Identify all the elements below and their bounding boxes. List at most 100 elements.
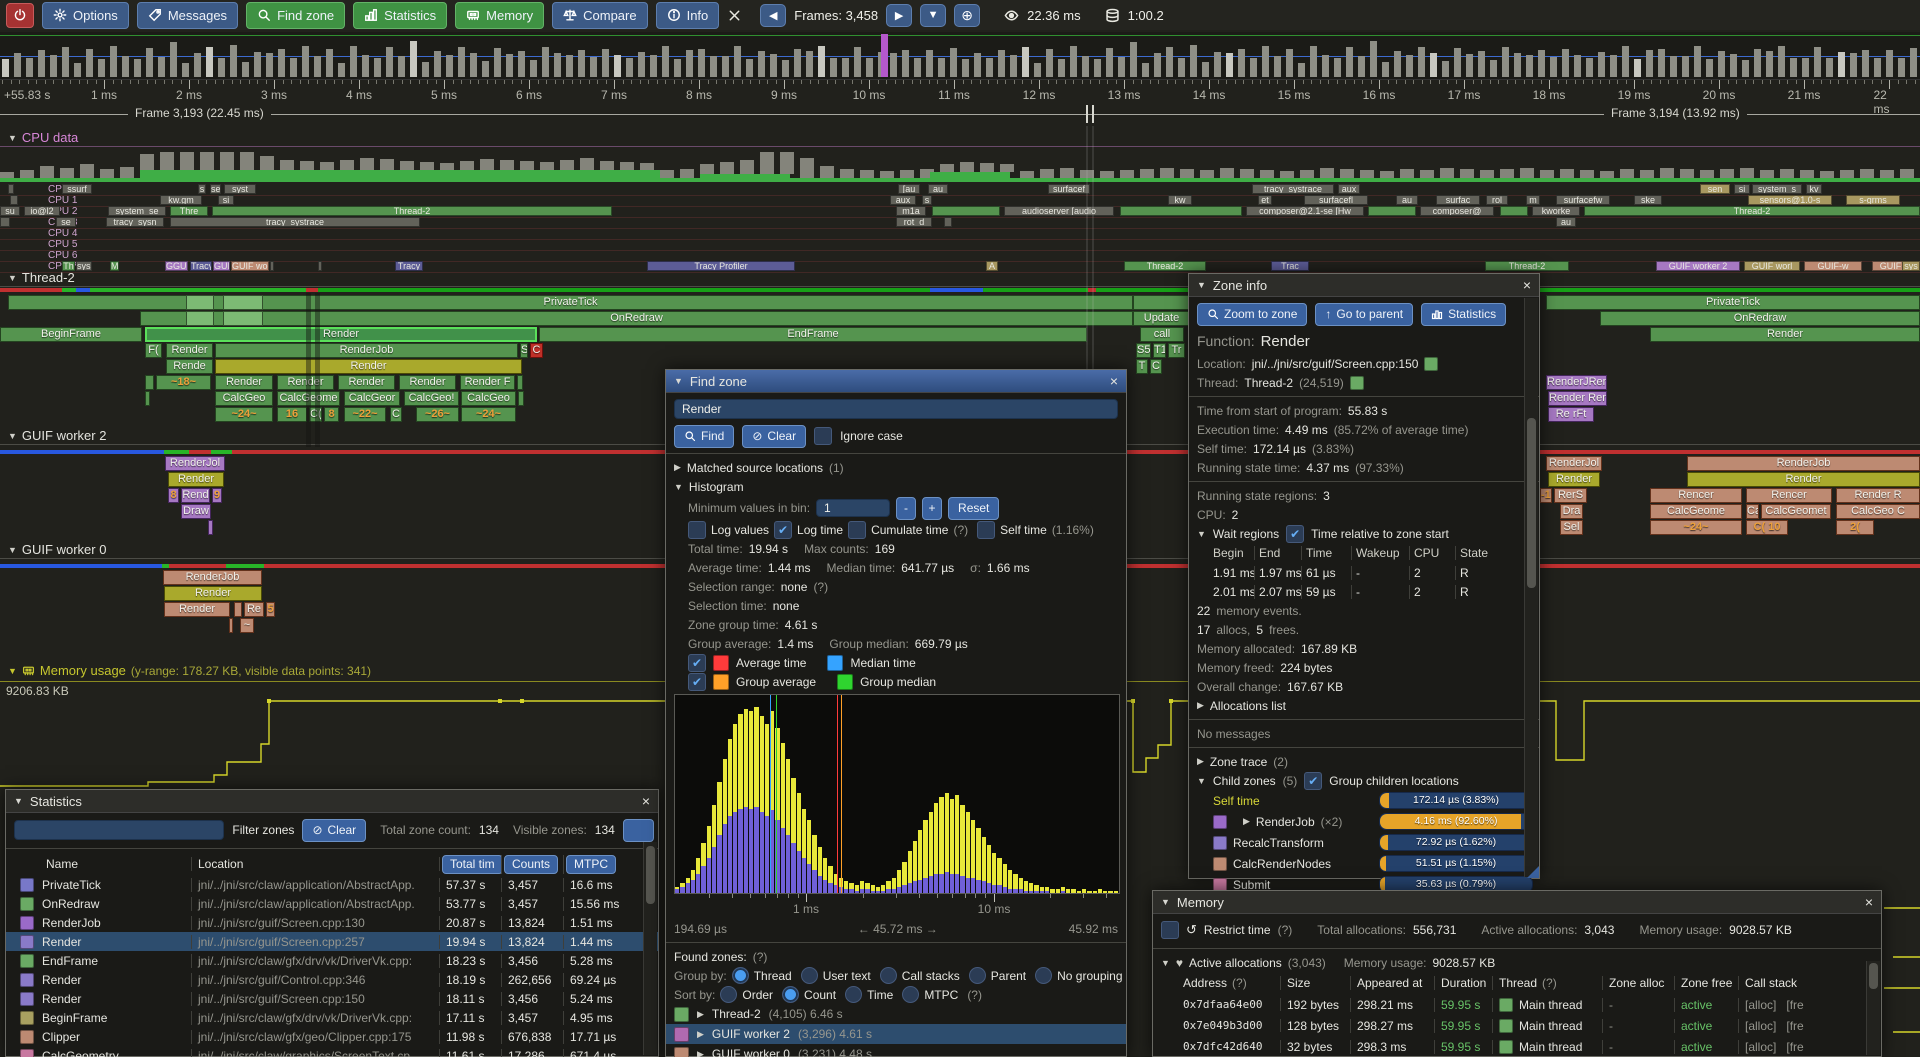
table-row[interactable]: RenderJob jni/../jni/src/guif/Screen.cpp:… (6, 913, 658, 932)
timeline-zone[interactable]: PrivateTick (8, 295, 1133, 310)
timeline-zone[interactable]: CalcGeo (215, 391, 273, 406)
cpu-zone[interactable]: surfacefl (1304, 195, 1368, 205)
cpu-zone[interactable]: rot_d (896, 217, 932, 227)
timeline-zone[interactable]: CalcGeome (277, 391, 340, 406)
cpu-zone[interactable] (1368, 206, 1416, 216)
clear-button[interactable]: ⊘ Clear (302, 818, 367, 842)
toolbar-button-messages[interactable]: Messages (136, 1, 239, 29)
wait-regions-header[interactable]: ▼ Wait regions Time relative to zone start (1189, 524, 1539, 543)
find-zone-window-titlebar[interactable]: ▼ Find zone × (666, 370, 1126, 393)
table-row[interactable]: PrivateTick jni/../jni/src/claw/applicati… (6, 875, 658, 894)
cpu-zone[interactable]: sen (1700, 184, 1730, 194)
timeline-zone[interactable]: Rencer (1746, 488, 1832, 503)
callstack-link[interactable]: [alloc] (1745, 997, 1777, 1012)
cpu-zone[interactable]: GUIF worker 2 (1656, 261, 1740, 271)
cpu-zone[interactable]: kw (1168, 195, 1192, 205)
zone-group-row[interactable]: ▶ GUIF worker 2 (3,296) 4.61 s (666, 1024, 1126, 1044)
callstack-link[interactable]: [alloc] (1745, 1039, 1777, 1054)
sort-button[interactable]: Counts (504, 854, 559, 874)
cpu-zone[interactable]: surfac (1436, 195, 1480, 205)
timeline-zone[interactable]: 5 (266, 602, 275, 617)
timeline-zone[interactable]: CalcGeo! (404, 391, 459, 406)
histogram-canvas[interactable] (674, 694, 1120, 894)
prev-frame-button[interactable]: ◀ (760, 3, 787, 27)
scrollbar-thumb[interactable] (646, 846, 655, 904)
cpu-zone[interactable] (8, 184, 14, 194)
cpu-zone[interactable]: au (1556, 217, 1576, 227)
timeline-zone[interactable]: Render (164, 602, 230, 617)
cpu-zone[interactable] (944, 217, 952, 227)
thread-header[interactable]: ▼ Thread-2 (8, 270, 75, 285)
zone-trace[interactable]: ▶ Zone trace (2) (1189, 752, 1539, 771)
timeline-zone[interactable]: ~18~ (156, 375, 211, 390)
cpu-zone[interactable]: Thread-2 (212, 206, 612, 216)
toolbar-button-memory[interactable]: Memory (455, 1, 545, 29)
child-zone-row[interactable]: Self time 172.14 µs (3.83%) (1189, 790, 1539, 811)
cpu-zone[interactable]: au (1396, 195, 1418, 205)
timeline-zone[interactable]: C (1150, 359, 1162, 374)
cpu-zone[interactable]: se (210, 184, 221, 194)
memory-window-titlebar[interactable]: ▼ Memory × (1153, 891, 1881, 914)
cpu-zone[interactable]: Thread-2 (1124, 261, 1206, 271)
filter-input[interactable] (14, 820, 225, 840)
option-checkbox[interactable] (848, 520, 867, 539)
cpu-zone[interactable]: au (928, 184, 948, 194)
cpu-zone[interactable]: Thread-2 (1485, 261, 1569, 271)
resize-corner[interactable] (1527, 866, 1539, 878)
timeline-zone[interactable]: C (530, 343, 543, 358)
cpu-zone[interactable]: [au (898, 184, 920, 194)
table-row[interactable]: CalcGeometry jni/../jni/src/claw/graphics… (6, 1046, 658, 1057)
cpu-zone[interactable]: si (1734, 184, 1750, 194)
memory-scrollbar[interactable] (1866, 961, 1880, 1055)
callstack-link[interactable]: [fre (1786, 997, 1804, 1012)
group-radio[interactable] (800, 967, 818, 984)
timeline-zone[interactable]: Render R (1836, 488, 1920, 503)
timeline-zone[interactable]: Re rFt (1548, 407, 1594, 422)
timeline-zone[interactable] (145, 391, 150, 406)
close-icon[interactable]: × (641, 793, 650, 809)
thread-header[interactable]: ▼ GUIF worker 2 (8, 428, 106, 443)
timeline-zone[interactable]: OnRedraw (140, 311, 1133, 326)
timeline-zone[interactable]: ~26~ (416, 407, 459, 422)
power-button[interactable] (6, 2, 34, 28)
timeline-zone[interactable]: Render F (460, 375, 515, 390)
callstack-link[interactable]: [fre (1786, 1018, 1804, 1033)
callstack-link[interactable]: [fre (1786, 1039, 1804, 1054)
scrollbar-thumb[interactable] (1527, 418, 1536, 588)
thread-header[interactable]: ▼ GUIF worker 0 (8, 542, 106, 557)
timeline-zone[interactable]: Render (1687, 472, 1920, 487)
timeline-zone[interactable]: Render (338, 375, 395, 390)
timeline-zone[interactable] (234, 602, 242, 617)
cpu-zone[interactable]: sensors@1.0-s (1748, 195, 1832, 205)
cpu-zone[interactable]: syst (224, 184, 256, 194)
zone-info-button-statistics[interactable]: Statistics (1421, 302, 1507, 326)
cpu-zone[interactable]: se (56, 217, 76, 227)
timeline-zone[interactable] (229, 618, 233, 633)
cpu-zone[interactable]: Trac (1271, 261, 1309, 271)
timeline-zone[interactable] (186, 311, 214, 326)
timeline-zone[interactable] (518, 391, 524, 406)
timeline-zone[interactable]: S5 (1136, 343, 1151, 358)
timeline-zone[interactable]: Sel (1560, 520, 1583, 535)
allocations-list[interactable]: ▶ Allocations list (1189, 696, 1539, 715)
cpu-zone[interactable]: s (922, 195, 932, 205)
zone-info-button-zoom-to-zone[interactable]: Zoom to zone (1197, 302, 1308, 326)
clear-button[interactable]: ⊘ Clear (742, 424, 807, 448)
timeline-zone[interactable] (208, 520, 213, 535)
close-icon[interactable]: × (1522, 277, 1531, 293)
cpu-zone[interactable]: GUI (213, 261, 230, 271)
scrollbar-thumb[interactable] (1869, 963, 1878, 989)
stats-scrollbar[interactable] (643, 842, 657, 1055)
cpu-zone[interactable]: s (198, 184, 206, 194)
timeline-zone[interactable]: RenderJob (1687, 456, 1920, 471)
timeline-zone[interactable]: S (520, 343, 528, 358)
timeline-zone[interactable]: RenderJRend (1546, 375, 1607, 390)
cpu-zone[interactable]: Th (62, 261, 75, 271)
cpu-zone[interactable]: GGUIF (165, 261, 188, 271)
timeline-zone[interactable]: C (390, 407, 402, 422)
cpu-zone[interactable]: aux (1338, 184, 1360, 194)
timeline-zone[interactable]: ~22~ (344, 407, 386, 422)
timeline-zone[interactable]: C( (309, 407, 322, 422)
timeline-zone[interactable]: CalcGeo (461, 391, 516, 406)
timeline-zone[interactable]: 8 (168, 488, 179, 503)
